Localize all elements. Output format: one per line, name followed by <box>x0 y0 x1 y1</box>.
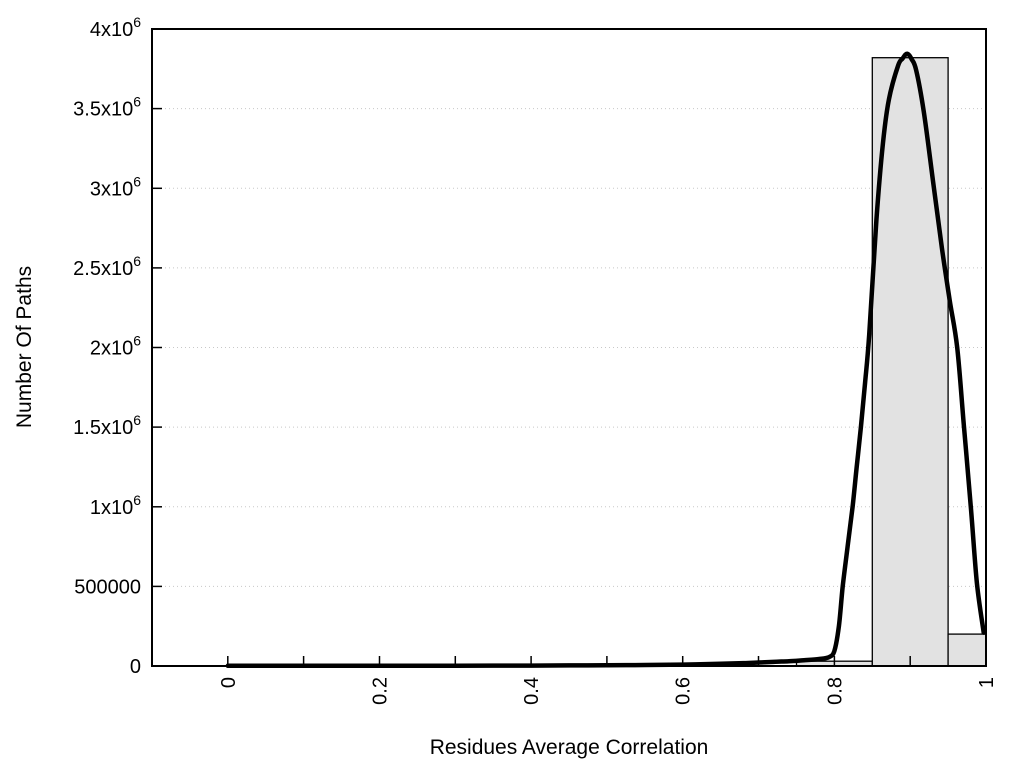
y-tick-label: 2x106 <box>90 333 141 360</box>
y-tick-label: 3.5x106 <box>73 94 141 121</box>
y-tick-label-superscript: 6 <box>133 412 141 428</box>
y-tick-label: 3x106 <box>90 173 141 200</box>
histogram-bar <box>947 633 987 667</box>
x-tick-label: 0.6 <box>673 677 695 705</box>
x-tick-label: 0 <box>218 677 240 688</box>
y-tick-label-superscript: 6 <box>133 492 141 508</box>
plot-border <box>151 28 987 667</box>
distribution-curve <box>225 51 986 669</box>
y-tick-label-superscript: 6 <box>133 14 141 30</box>
x-tick-label: 0.2 <box>370 677 392 705</box>
y-tick-label: 1.5x106 <box>73 412 141 439</box>
y-tick-label: 2.5x106 <box>73 253 141 280</box>
histogram-bar <box>871 57 949 667</box>
y-tick-label: 1x106 <box>90 492 141 519</box>
x-tick-label: 0.4 <box>521 677 543 705</box>
x-axis-title: Residues Average Correlation <box>430 736 709 759</box>
y-tick-label: 500000 <box>74 576 141 598</box>
x-tick-label: 1 <box>976 677 998 688</box>
y-axis-title: Number Of Paths <box>13 266 36 428</box>
y-tick-label: 0 <box>130 656 141 678</box>
y-tick-label-superscript: 6 <box>133 173 141 189</box>
y-tick-label-superscript: 6 <box>133 333 141 349</box>
x-tick-label: 0.8 <box>824 677 846 705</box>
x-axis-ticks <box>227 656 987 665</box>
y-tick-label-superscript: 6 <box>133 94 141 110</box>
y-axis-tick-labels: 0 500000 1x106 1.5x106 2x106 2.5x106 3x106 3.5x… <box>73 14 141 678</box>
y-axis-ticks <box>153 28 162 667</box>
gridlines <box>153 108 985 587</box>
distribution-curve-path <box>225 51 986 669</box>
plot-border-rect <box>151 28 987 667</box>
y-tick-label: 4x106 <box>90 14 141 41</box>
y-tick-label-superscript: 6 <box>133 253 141 269</box>
x-axis-tick-labels: 0 0.2 0.4 0.6 0.8 1 <box>218 677 998 705</box>
